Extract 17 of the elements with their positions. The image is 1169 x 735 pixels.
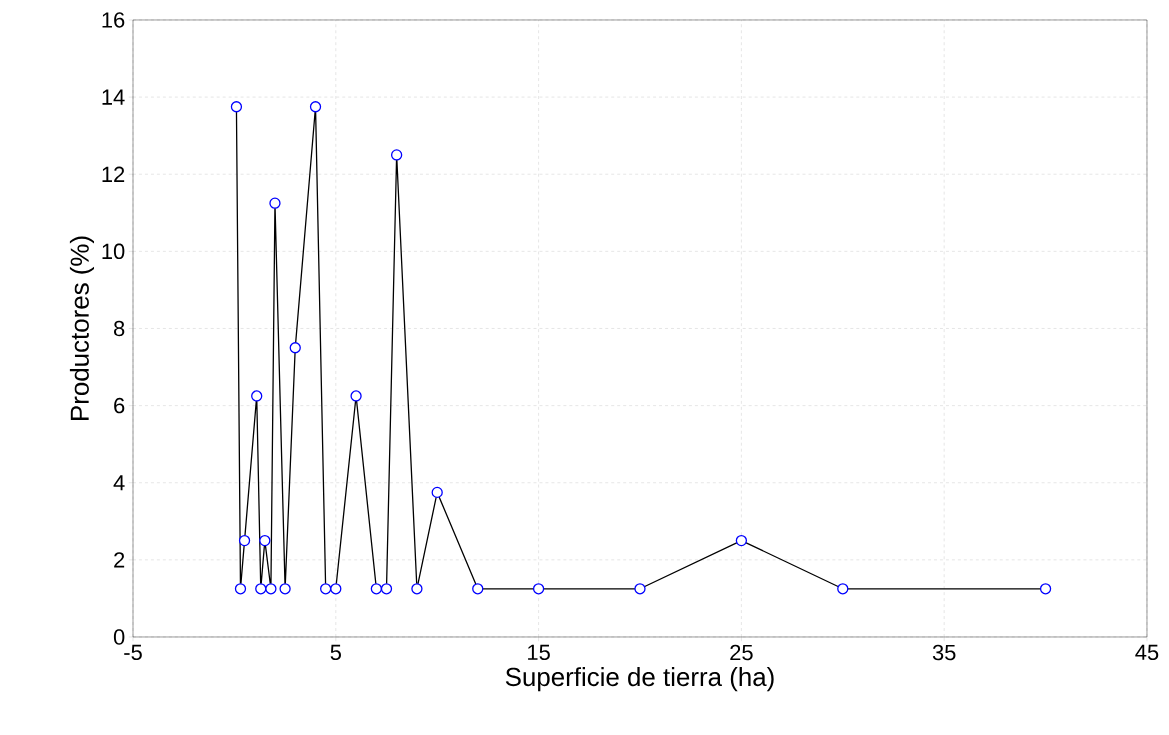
y-axis-title: Productores (%)	[69, 236, 95, 420]
y-tick-label: 10	[102, 243, 125, 260]
y-tick-label: 6	[114, 397, 125, 414]
x-tick-label: 35	[932, 644, 956, 661]
x-tick-label: 15	[528, 644, 550, 661]
x-tick-label: -5	[124, 644, 142, 661]
y-tick-label: 8	[114, 320, 125, 337]
x-axis-title: Superficie de tierra (ha)	[505, 667, 774, 692]
y-tick-label: 16	[102, 12, 125, 28]
y-tick-label: 14	[102, 89, 125, 105]
x-tick-label: 45	[1135, 644, 1159, 661]
y-tick-label: 4	[113, 475, 125, 491]
y-tick-label: 0	[113, 629, 125, 645]
x-tick-label: 5	[330, 644, 341, 661]
x-tick-label: 25	[730, 644, 753, 661]
y-tick-label: 12	[102, 166, 125, 182]
y-tick-label: 2	[114, 552, 125, 568]
